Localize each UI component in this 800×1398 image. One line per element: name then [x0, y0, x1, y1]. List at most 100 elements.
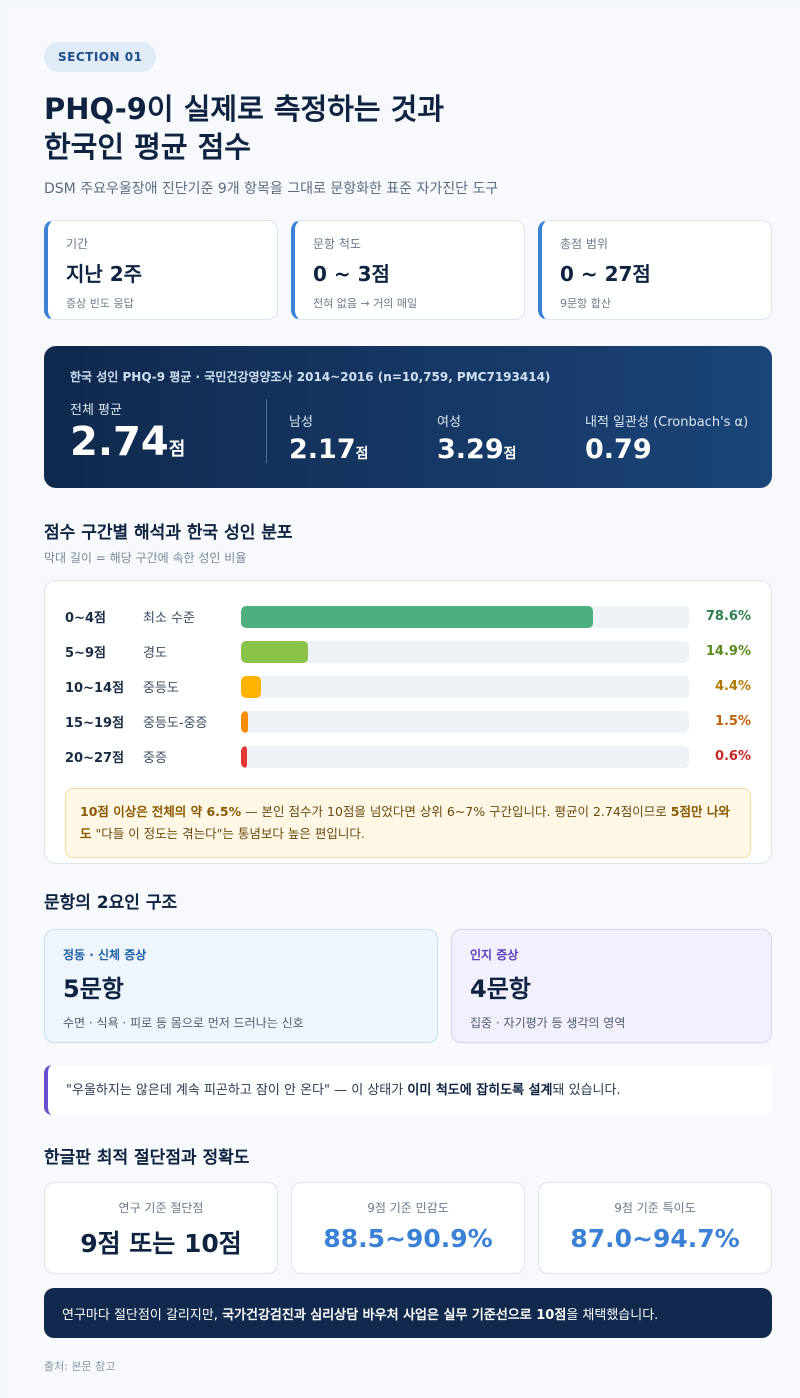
cutoff-label: 9점 기준 특이도: [614, 1201, 696, 1215]
factor-card-cognitive: 인지 증상 4문항 집중 · 자기평가 등 생각의 영역: [451, 929, 772, 1043]
distribution-row: 15~19점 중등도-중증 1.5%: [65, 704, 751, 739]
cutoff-value: 9점 또는 10점: [80, 1229, 242, 1258]
cutoff-cards: 연구 기준 절단점 9점 또는 10점 9점 기준 민감도 88.5~90.9%…: [44, 1182, 772, 1274]
title-line-2: 한국인 평균 점수: [44, 130, 251, 164]
cutoff-section: 한글판 최적 절단점과 정확도 연구 기준 절단점 9점 또는 10점 9점 기…: [44, 1143, 772, 1274]
stat-female-number: 3.29: [437, 434, 504, 465]
source-note: 출처: 본문 참고: [44, 1360, 116, 1373]
factor-desc: 수면 · 식욕 · 피로 등 몸으로 먼저 드러나는 신호: [63, 1016, 304, 1030]
distribution-note: 10점 이상은 전체의 약 6.5% — 본인 점수가 10점을 넘었다면 상위…: [65, 788, 751, 858]
info-card-label: 총점 범위: [560, 237, 608, 251]
stats-panel: 한국 성인 PHQ-9 평균 · 국민건강영양조사 2014~2016 (n=1…: [44, 346, 772, 488]
quote-box: "우울하지는 않은데 계속 피곤하고 잠이 안 온다" — 이 상태가 이미 척…: [44, 1065, 772, 1115]
page-title: PHQ-9이 실제로 측정하는 것과 한국인 평균 점수: [44, 90, 772, 166]
note-bold-2: 전체의 약 6.5%: [151, 804, 242, 819]
note-bold-1: 10점 이상은: [80, 804, 148, 819]
row-name: 경도: [143, 646, 167, 661]
footer-text-2: 을 채택했습니다.: [566, 1308, 659, 1323]
row-range: 15~19점: [65, 716, 125, 731]
note-text-1: — 본인 점수가 10점을 넘었다면 상위 6~7% 구간입니다. 평균이 2.…: [241, 804, 671, 819]
stat-male-number: 2.17: [289, 434, 356, 465]
row-percent: 1.5%: [714, 714, 751, 729]
quote-bold: 이미 척도에 잡히도록 설계: [407, 1083, 553, 1098]
info-card-value: 지난 2주: [66, 262, 143, 286]
distribution-row: 5~9점 경도 14.9%: [65, 634, 751, 669]
distribution-bars: 0~4점 최소 수준 78.6% 5~9점 경도 14.9% 10~14점 중등도 4.4% 15…: [65, 599, 751, 774]
info-card-sub: 9문항 합산: [560, 297, 611, 310]
row-range: 5~9점: [65, 646, 106, 661]
content: SECTION 01 PHQ-9이 실제로 측정하는 것과 한국인 평균 점수 …: [44, 42, 772, 1374]
stat-male: 남성 2.17점: [267, 399, 415, 465]
row-name: 중등도-중증: [143, 716, 208, 731]
info-card-period: 기간 지난 2주 증상 빈도 응답: [44, 220, 278, 320]
info-card-scale: 문항 척도 0 ~ 3점 전혀 없음 → 거의 매일: [291, 220, 525, 320]
distribution-row: 0~4점 최소 수준 78.6%: [65, 599, 751, 634]
bar-track: [241, 640, 689, 663]
factor-desc: 집중 · 자기평가 등 생각의 영역: [470, 1016, 626, 1030]
stat-overall-label: 전체 평균: [70, 403, 122, 418]
stat-overall-number: 2.74: [70, 419, 169, 465]
quote-text-1: "우울하지는 않은데 계속 피곤하고 잠이 안 온다" — 이 상태가: [66, 1083, 408, 1098]
distribution-title: 점수 구간별 해석과 한국 성인 분포: [44, 523, 293, 543]
distribution-section: 점수 구간별 해석과 한국 성인 분포 막대 길이 = 해당 구간에 속한 성인…: [44, 518, 772, 864]
footer-bold: 국가건강검진과 심리상담 바우처 사업은 실무 기준선으로 10점: [222, 1308, 567, 1323]
stat-female-label: 여성: [437, 415, 461, 430]
factor-value: 5문항: [63, 975, 124, 1003]
row-name: 중증: [143, 751, 167, 766]
note-bold-3: 5점만 나와도: [80, 804, 730, 841]
info-card-value: 0 ~ 27점: [560, 262, 651, 286]
info-card-label: 기간: [66, 237, 89, 251]
page-subtitle: DSM 주요우울장애 진단기준 9개 항목을 그대로 문항화한 표준 자가진단 …: [44, 181, 499, 197]
factor-card-affective: 정동 · 신체 증상 5문항 수면 · 식욕 · 피로 등 몸으로 먼저 드러나…: [44, 929, 438, 1043]
stat-unit: 점: [355, 446, 369, 462]
bar-fill: [241, 675, 261, 698]
info-card-sub: 전혀 없음 → 거의 매일: [313, 297, 418, 310]
row-percent: 14.9%: [705, 644, 751, 659]
info-card-range: 총점 범위 0 ~ 27점 9문항 합산: [538, 220, 772, 320]
bar-track: [241, 675, 689, 698]
bar-fill: [241, 745, 247, 768]
row-range: 0~4점: [65, 611, 106, 626]
factor-label: 인지 증상: [470, 948, 519, 962]
stat-alpha-label: 내적 일관성 (Cronbach's α): [585, 415, 749, 430]
title-line-1: PHQ-9이 실제로 측정하는 것과: [44, 92, 445, 126]
cutoff-title: 한글판 최적 절단점과 정확도: [44, 1148, 250, 1168]
stat-overall: 전체 평균 2.74점: [70, 399, 267, 465]
bar-fill: [241, 640, 308, 663]
stat-alpha-value: 0.79: [585, 434, 652, 465]
row-percent: 4.4%: [714, 679, 751, 694]
stat-unit: 점: [503, 446, 517, 462]
row-name: 중등도: [143, 681, 179, 696]
row-percent: 0.6%: [714, 749, 751, 764]
note-text-2: "다들 이 정도는 겪는다"는 통념보다 높은 편입니다.: [91, 826, 365, 841]
cutoff-card-sensitivity: 9점 기준 민감도 88.5~90.9%: [291, 1182, 525, 1274]
bar-fill: [241, 605, 594, 628]
cutoff-value: 87.0~94.7%: [570, 1224, 740, 1253]
row-percent: 78.6%: [705, 609, 751, 624]
bar-track: [241, 710, 689, 733]
bar-fill: [241, 710, 248, 733]
cutoff-label: 연구 기준 절단점: [118, 1201, 204, 1215]
footer-banner: 연구마다 절단점이 갈리지만, 국가건강검진과 심리상담 바우처 사업은 실무 …: [44, 1288, 772, 1338]
row-range: 20~27점: [65, 751, 125, 766]
stat-male-value: 2.17점: [289, 434, 415, 465]
info-card-value: 0 ~ 3점: [313, 262, 390, 286]
stats-heading: 한국 성인 PHQ-9 평균 · 국민건강영양조사 2014~2016 (n=1…: [70, 370, 551, 384]
section-badge: SECTION 01: [44, 42, 157, 72]
factor-value: 4문항: [470, 975, 531, 1003]
row-range: 10~14점: [65, 681, 125, 696]
stat-male-label: 남성: [289, 415, 313, 430]
info-card-sub: 증상 빈도 응답: [66, 297, 134, 310]
stat-female-value: 3.29점: [437, 434, 563, 465]
stat-female: 여성 3.29점: [415, 399, 563, 465]
stat-overall-value: 2.74점: [70, 418, 266, 474]
bar-track: [241, 745, 689, 768]
factor-title: 문항의 2요인 구조: [44, 893, 178, 913]
cutoff-card-specificity: 9점 기준 특이도 87.0~94.7%: [538, 1182, 772, 1274]
distribution-subtitle: 막대 길이 = 해당 구간에 속한 성인 비율: [44, 551, 247, 565]
stat-unit: 점: [168, 439, 186, 460]
distribution-card: 0~4점 최소 수준 78.6% 5~9점 경도 14.9% 10~14점 중등도 4.4% 15…: [44, 580, 772, 864]
cutoff-value: 88.5~90.9%: [323, 1224, 493, 1253]
stats-columns: 전체 평균 2.74점 남성 2.17점 여성 3.29점 내적 일관성 (Cr…: [70, 399, 749, 465]
cutoff-card-threshold: 연구 기준 절단점 9점 또는 10점: [44, 1182, 278, 1274]
